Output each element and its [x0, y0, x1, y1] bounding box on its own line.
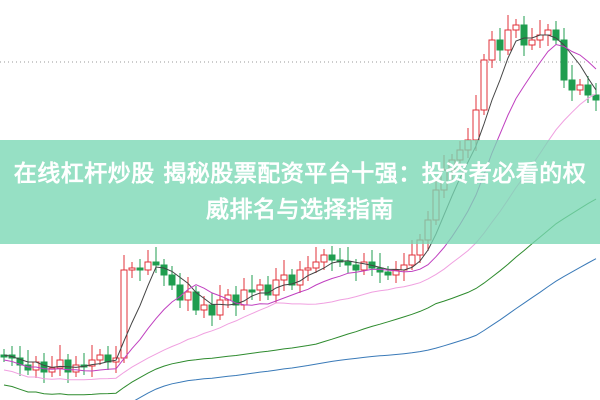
moving-average-line	[134, 258, 597, 400]
candle-body	[528, 39, 536, 46]
candle-body	[248, 289, 256, 293]
candle-body	[16, 357, 24, 366]
candle-body	[560, 39, 568, 81]
candle-body	[240, 289, 248, 306]
candle-body	[176, 284, 184, 301]
candle-body	[64, 359, 72, 373]
candle-body	[264, 284, 272, 296]
moving-average-line	[3, 198, 597, 396]
candle-body	[480, 59, 488, 111]
candle-body	[128, 267, 136, 271]
candle-body	[344, 261, 352, 266]
candle-body	[544, 29, 552, 36]
candle-body	[184, 291, 192, 301]
candle-body	[216, 299, 224, 316]
candle-body	[304, 267, 312, 271]
candle-body	[288, 274, 296, 286]
candle-body	[504, 29, 512, 51]
candle-body	[48, 367, 56, 373]
candle-body	[312, 261, 320, 269]
candle-body	[280, 274, 288, 281]
candle-body	[520, 24, 528, 46]
candle-body	[256, 284, 264, 291]
candle-body	[584, 84, 592, 96]
candle-body	[72, 364, 80, 373]
candle-body	[576, 84, 584, 91]
candle-body	[144, 261, 152, 271]
candle-body	[88, 359, 96, 367]
candle-body	[96, 354, 104, 361]
candle-body	[56, 359, 64, 369]
title-banner: 在线杠杆炒股 揭秘股票配资平台十强：投资者必看的权威排名与选择指南	[0, 140, 600, 244]
candle-body	[232, 294, 240, 306]
candle-body	[160, 264, 168, 276]
candle-body	[496, 39, 504, 51]
candle-body	[192, 291, 200, 311]
candle-body	[200, 304, 208, 311]
candle-body	[592, 94, 600, 101]
candle-body	[552, 29, 560, 41]
candle-body	[472, 109, 480, 141]
candle-body	[352, 264, 360, 271]
candle-body	[296, 269, 304, 286]
candle-body	[168, 274, 176, 286]
candle-body	[328, 254, 336, 261]
candle-body	[408, 254, 416, 266]
candle-body	[40, 361, 48, 373]
candle-body	[488, 39, 496, 61]
candle-body	[392, 269, 400, 276]
candle-body	[568, 79, 576, 91]
candle-body	[320, 254, 328, 263]
candle-body	[208, 304, 216, 316]
candle-body	[360, 261, 368, 271]
moving-average-line	[3, 34, 597, 368]
candle-body	[384, 271, 392, 276]
candle-body	[512, 24, 520, 31]
candle-body	[152, 261, 160, 266]
candle-body	[136, 267, 144, 271]
article-title: 在线杠杆炒股 揭秘股票配资平台十强：投资者必看的权威排名与选择指南	[13, 161, 587, 223]
